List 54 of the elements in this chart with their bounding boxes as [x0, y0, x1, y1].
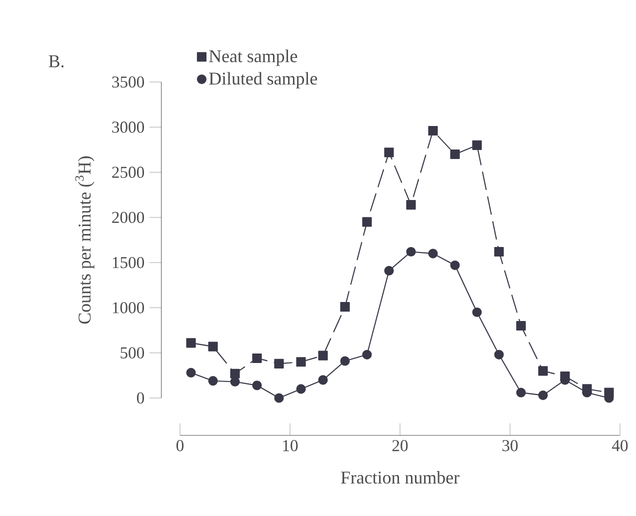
- point: [384, 148, 394, 158]
- y-tick-label: 2000: [112, 212, 144, 224]
- point: [252, 380, 262, 390]
- point: [274, 358, 284, 368]
- y-tick-label: 3000: [112, 122, 144, 133]
- legend-label: Neat sample: [209, 50, 298, 66]
- point: [318, 375, 328, 385]
- point: [538, 390, 548, 400]
- point: [494, 246, 504, 257]
- point: [296, 384, 306, 394]
- x-axis-title: Fraction number: [341, 471, 460, 484]
- y-tick-label: 1500: [112, 256, 144, 268]
- point: [428, 248, 438, 258]
- point: [450, 149, 460, 160]
- point: [516, 388, 526, 398]
- point: [208, 342, 218, 352]
- y-tick-label: 0: [136, 392, 144, 404]
- point: [406, 200, 416, 210]
- x-tick-label: 30: [502, 440, 518, 452]
- legend-label: Diluted sample: [209, 72, 318, 88]
- point: [252, 353, 262, 364]
- y-axis-title: Counts per minute ($^{3}$H): [75, 156, 94, 324]
- point: [428, 126, 438, 136]
- point: [604, 388, 614, 398]
- y-tick-label: 1000: [112, 302, 144, 314]
- x-tick-label: 20: [392, 440, 408, 452]
- point: [230, 368, 240, 378]
- point: [384, 266, 394, 276]
- point: [208, 376, 218, 386]
- point: [186, 338, 196, 348]
- point: [582, 384, 592, 394]
- point: [494, 350, 504, 360]
- y-tick-label: 500: [120, 347, 144, 358]
- y-tick-label: 3500: [112, 76, 144, 88]
- point: [340, 302, 350, 312]
- point: [406, 246, 416, 257]
- point: [472, 140, 482, 150]
- y-tick-label: 2500: [112, 166, 144, 178]
- x-tick-label: 40: [612, 440, 628, 452]
- point: [318, 350, 328, 360]
- x-tick-label: 10: [283, 440, 298, 452]
- point: [516, 320, 526, 331]
- point: [560, 372, 570, 382]
- x-tick-label: 0: [176, 440, 184, 452]
- chart-title: B.: [48, 55, 64, 68]
- point: [340, 356, 350, 366]
- point: [362, 217, 372, 227]
- point: [274, 393, 284, 403]
- point: [450, 260, 460, 270]
- point: [186, 368, 196, 378]
- point: [362, 350, 372, 360]
- point: [472, 307, 482, 318]
- point: [538, 366, 548, 376]
- point: [296, 357, 306, 367]
